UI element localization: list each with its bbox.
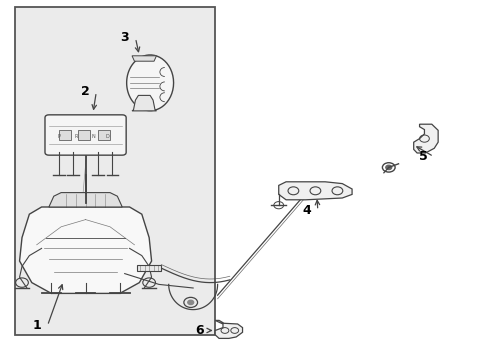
Circle shape xyxy=(187,300,193,305)
Text: 2: 2 xyxy=(81,85,90,98)
Polygon shape xyxy=(126,55,173,111)
Text: 1: 1 xyxy=(32,319,41,332)
Text: 4: 4 xyxy=(302,204,311,217)
Text: P: P xyxy=(57,134,60,139)
Polygon shape xyxy=(132,95,156,111)
Polygon shape xyxy=(413,124,437,153)
Text: 3: 3 xyxy=(120,31,129,44)
Polygon shape xyxy=(20,207,151,293)
Bar xyxy=(78,130,90,140)
Polygon shape xyxy=(215,320,242,338)
Bar xyxy=(98,130,110,140)
Polygon shape xyxy=(132,56,156,61)
FancyBboxPatch shape xyxy=(45,115,126,155)
Circle shape xyxy=(385,165,391,170)
Text: D: D xyxy=(105,134,109,139)
Polygon shape xyxy=(278,182,351,200)
Text: N: N xyxy=(91,134,95,139)
Text: R: R xyxy=(74,134,77,139)
Text: 5: 5 xyxy=(418,150,427,163)
Bar xyxy=(15,7,215,335)
Bar xyxy=(59,130,71,140)
Polygon shape xyxy=(137,265,161,271)
Text: 6: 6 xyxy=(195,324,203,337)
Polygon shape xyxy=(49,193,122,207)
